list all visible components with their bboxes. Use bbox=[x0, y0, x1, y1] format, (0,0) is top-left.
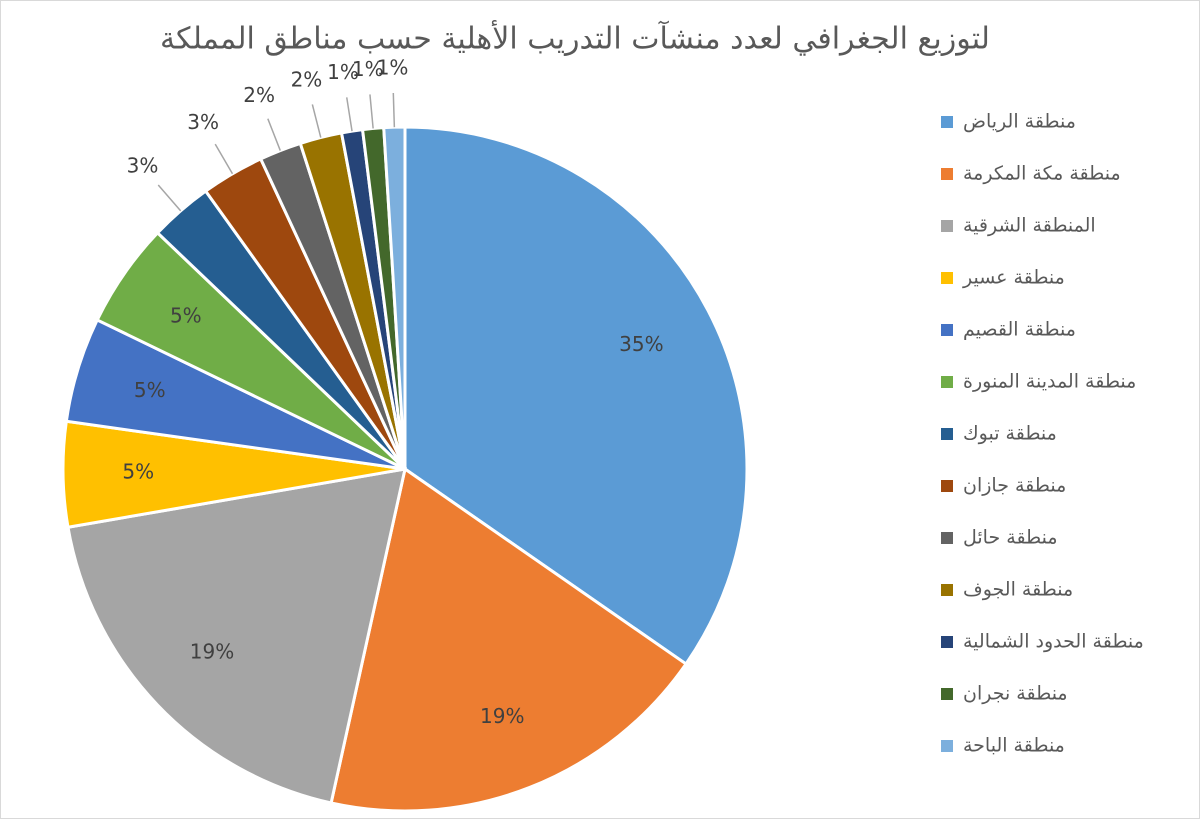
data-label: 5% bbox=[170, 303, 202, 327]
legend-swatch bbox=[941, 220, 953, 232]
data-label: 1% bbox=[352, 57, 384, 81]
pie-slice bbox=[382, 125, 407, 470]
legend-swatch bbox=[941, 584, 953, 596]
leader-line bbox=[214, 143, 234, 175]
legend-swatch bbox=[941, 168, 953, 180]
legend-label: منطقة نجران bbox=[963, 683, 1068, 705]
data-label: 1% bbox=[377, 56, 409, 80]
data-label: 35% bbox=[619, 332, 663, 356]
legend-label: منطقة الباحة bbox=[963, 735, 1065, 757]
legend-label: المنطقة الشرقية bbox=[963, 215, 1096, 237]
legend-swatch bbox=[941, 636, 953, 648]
legend-label: منطقة حائل bbox=[963, 527, 1058, 549]
data-label: 1% bbox=[327, 60, 359, 84]
leader-line bbox=[311, 104, 322, 138]
legend-swatch bbox=[941, 688, 953, 700]
legend-swatch bbox=[941, 272, 953, 284]
legend-swatch bbox=[941, 740, 953, 752]
data-label: 2% bbox=[243, 83, 275, 107]
legend-label: منطقة عسير bbox=[962, 267, 1065, 289]
legend-swatch bbox=[941, 428, 953, 440]
legend-label: منطقة تبوك bbox=[963, 423, 1057, 445]
pie-slice bbox=[329, 466, 689, 813]
data-label: 19% bbox=[190, 640, 234, 664]
legend-label: منطقة المدينة المنورة bbox=[963, 371, 1136, 393]
legend-swatch bbox=[941, 116, 953, 128]
pie-slice bbox=[403, 125, 749, 667]
legend-label: منطقة الرياض bbox=[963, 111, 1076, 133]
leader-line bbox=[369, 94, 374, 129]
legend-swatch bbox=[941, 376, 953, 388]
pie-slice bbox=[66, 467, 407, 805]
leader-line bbox=[157, 184, 182, 212]
legend-label: منطقة الجوف bbox=[963, 579, 1073, 601]
legend-label: منطقة مكة المكرمة bbox=[963, 163, 1121, 185]
leader-line bbox=[345, 97, 353, 132]
data-label: 2% bbox=[291, 68, 323, 92]
data-label: 3% bbox=[127, 153, 159, 177]
legend-label: منطقة الحدود الشمالية bbox=[963, 631, 1144, 653]
legend-swatch bbox=[941, 480, 953, 492]
data-label: 3% bbox=[187, 110, 219, 134]
legend-label: منطقة جازان bbox=[963, 475, 1066, 497]
legend-swatch bbox=[941, 532, 953, 544]
data-label: 5% bbox=[134, 378, 166, 402]
legend-label: منطقة القصيم bbox=[963, 319, 1076, 341]
chart-title: لتوزيع الجغرافي لعدد منشآت التدريب الأهل… bbox=[160, 19, 990, 57]
legend-swatch bbox=[941, 324, 953, 336]
leader-line bbox=[392, 92, 396, 128]
data-label: 5% bbox=[122, 460, 154, 484]
data-label: 19% bbox=[480, 704, 524, 728]
leader-line bbox=[267, 118, 281, 151]
